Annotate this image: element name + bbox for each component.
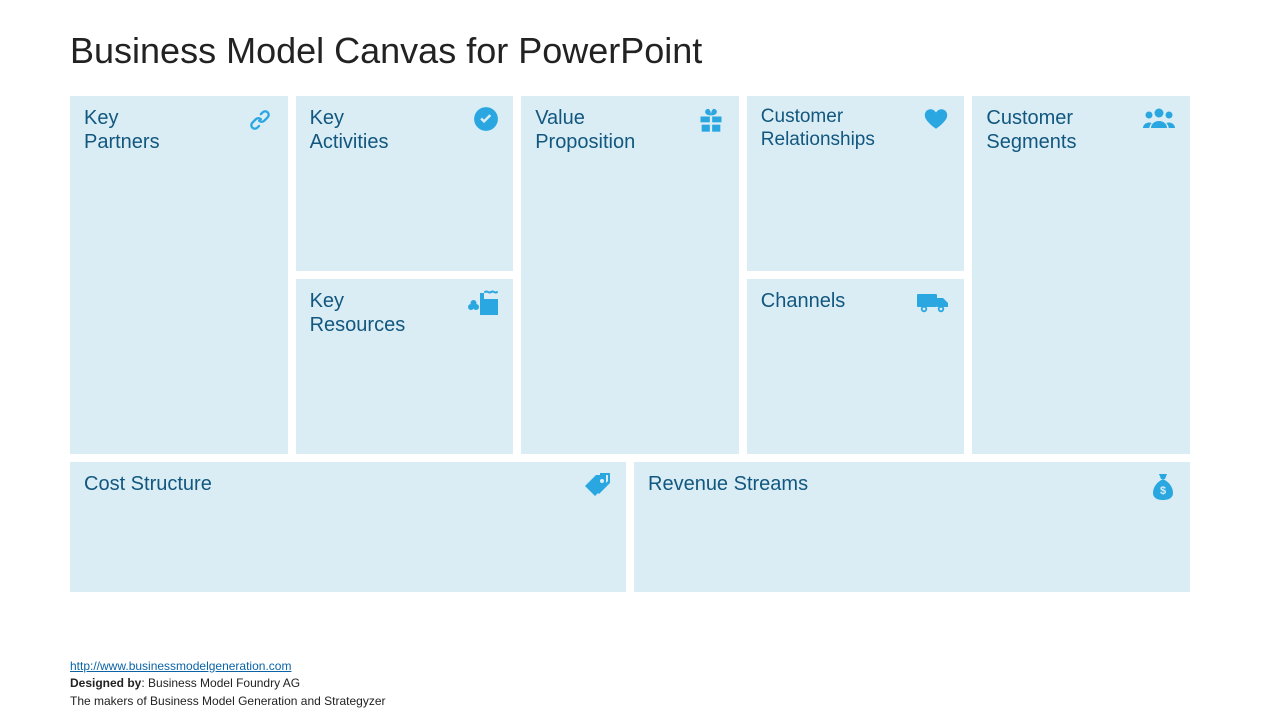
label-customer-relationships: CustomerRelationships [761,106,875,152]
label-value-proposition: ValueProposition [535,106,635,154]
box-customer-segments: CustomerSegments [972,96,1190,454]
designed-by-value: Business Model Foundry AG [148,676,300,690]
box-value-proposition: ValueProposition [521,96,739,454]
heart-icon [922,106,950,132]
truck-icon [916,289,950,315]
label-customer-segments: CustomerSegments [986,106,1076,154]
label-cost-structure: Cost Structure [84,472,212,496]
footer-link[interactable]: http://www.businessmodelgeneration.com [70,659,291,673]
box-key-partners: KeyPartners [70,96,288,454]
footer: http://www.businessmodelgeneration.com D… [70,658,386,710]
label-channels: Channels [761,289,846,313]
business-model-canvas: KeyPartners KeyActivities KeyResources V… [70,96,1190,592]
factory-icon [465,289,499,317]
moneybag-icon: $ [1150,472,1176,502]
check-icon [473,106,499,132]
label-key-activities: KeyActivities [310,106,389,154]
svg-text:$: $ [1160,485,1166,497]
gift-icon [697,106,725,134]
box-channels: Channels [747,279,965,454]
label-key-resources: KeyResources [310,289,406,337]
box-key-resources: KeyResources [296,279,514,454]
label-key-partners: KeyPartners [84,106,160,154]
box-key-activities: KeyActivities [296,96,514,271]
label-revenue-streams: Revenue Streams [648,472,808,496]
page-title: Business Model Canvas for PowerPoint [70,30,1210,72]
box-revenue-streams: Revenue Streams $ [634,462,1190,592]
tag-icon [582,472,612,502]
link-icon [246,106,274,134]
box-cost-structure: Cost Structure [70,462,626,592]
people-icon [1142,106,1176,130]
designed-by-label: Designed by [70,676,141,690]
footer-makers: The makers of Business Model Generation … [70,694,386,708]
box-customer-relationships: CustomerRelationships [747,96,965,271]
